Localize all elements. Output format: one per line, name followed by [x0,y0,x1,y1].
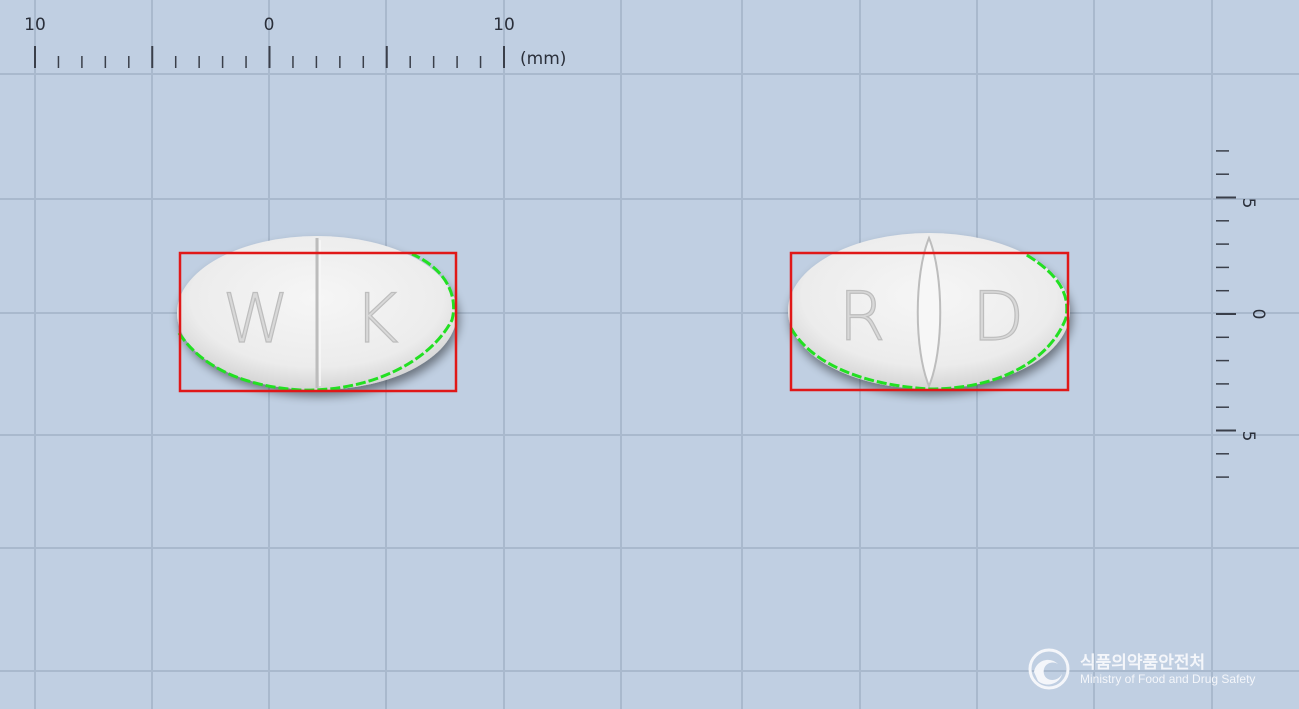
top-ruler-label-zero: 0 [264,15,275,35]
pill-left: W K [177,236,458,393]
pill-right-imprint-right: D [972,278,1024,357]
pill-left-imprint-left: W [222,280,289,359]
right-ruler-label-top: 5 [1238,198,1258,209]
right-ruler-label-zero: 0 [1248,309,1268,320]
top-ruler: 10 0 10 (mm) [24,15,566,69]
pill-right: R D [788,233,1070,392]
top-ruler-label-left: 10 [24,15,46,35]
pill-right-contour [789,252,1069,391]
pill-left-bounding-box [178,251,458,393]
right-ruler-label-bottom: 5 [1238,431,1258,442]
pill-left-contour [177,252,456,392]
mfds-logo-icon [1028,648,1070,690]
pill-left-imprint-right: K [354,280,399,359]
pill-right-score-groove [916,235,942,389]
top-ruler-label-right: 10 [493,15,515,35]
mfds-title-english: Ministry of Food and Drug Safety [1080,672,1256,686]
pill-right-bounding-box [789,251,1070,392]
top-ruler-unit: (mm) [520,49,566,69]
right-ruler: 5 0 5 [1216,150,1268,478]
mfds-watermark: 식품의약품안전처 Ministry of Food and Drug Safet… [1028,646,1278,694]
mfds-title-korean: 식품의약품안전처 [1080,653,1206,673]
pill-right-imprint-left: R [838,278,885,357]
